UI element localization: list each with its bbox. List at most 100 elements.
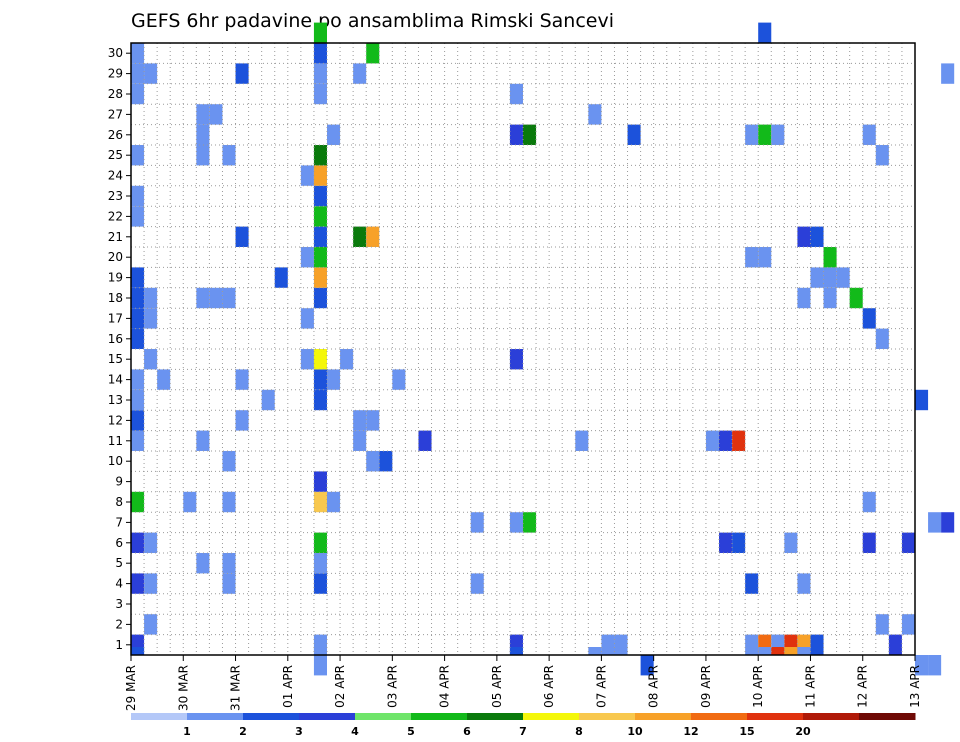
heatmap-cell	[222, 491, 236, 513]
heatmap-cell	[875, 145, 889, 166]
plot-frame	[130, 42, 916, 656]
heatmap-cell	[470, 573, 484, 594]
heatmap-cell	[196, 104, 210, 125]
heatmap-cell	[144, 614, 158, 635]
heatmap-cell	[523, 124, 537, 145]
y-tick-label: 6	[115, 536, 123, 550]
x-tick-label: 07 APR	[594, 665, 608, 708]
heatmap-cell	[823, 247, 837, 268]
x-tick-label: 02 APR	[333, 665, 347, 708]
heatmap-cell	[313, 63, 327, 84]
heatmap-cell	[131, 43, 145, 64]
heatmap-cell	[131, 185, 145, 207]
y-tick-label: 15	[108, 352, 123, 366]
colorbar-label: 4	[351, 725, 359, 738]
heatmap-cell	[928, 655, 942, 676]
heatmap-cell	[313, 471, 327, 492]
y-tick-label: 11	[108, 434, 123, 448]
heatmap-cell	[313, 647, 327, 655]
heatmap-cell	[222, 573, 236, 594]
heatmap-cell	[862, 491, 876, 513]
heatmap-cell	[640, 655, 654, 676]
heatmap-cell	[274, 267, 288, 288]
colorbar-swatch	[579, 713, 636, 720]
x-tick-label: 01 APR	[281, 665, 295, 708]
heatmap-cell	[313, 145, 327, 166]
colorbar-swatch	[355, 713, 412, 720]
heatmap-cell	[313, 206, 327, 227]
heatmap-cell	[366, 43, 380, 64]
heatmap-cell	[235, 369, 249, 390]
heatmap-cell	[849, 287, 863, 309]
heatmap-cell	[131, 206, 145, 227]
heatmap-cell	[313, 83, 327, 105]
x-tick-label: 12 APR	[856, 665, 870, 708]
x-tick-label: 09 APR	[699, 665, 713, 708]
heatmap-cell	[131, 287, 145, 309]
heatmap-grid	[131, 43, 915, 655]
colorbar-swatch	[467, 713, 524, 720]
heatmap-cell	[862, 532, 876, 553]
x-tick-label: 30 MAR	[176, 665, 190, 711]
colorbar-legend: 1 2 3 4 5 6 7 8 10 12 15 20	[131, 713, 916, 738]
heatmap-cell	[875, 614, 889, 635]
heatmap-cell	[771, 647, 785, 655]
heatmap-cell	[131, 83, 145, 105]
colorbar-label: 7	[519, 725, 527, 738]
heatmap-cell	[915, 389, 929, 411]
heatmap-cell	[313, 369, 327, 390]
heatmap-cell	[313, 22, 327, 43]
heatmap-cell	[313, 267, 327, 288]
heatmap-cell	[196, 287, 210, 309]
heatmap-cell	[131, 430, 145, 451]
heatmap-cell	[823, 267, 837, 288]
heatmap-cell	[327, 369, 341, 390]
y-tick-label: 8	[115, 495, 123, 509]
heatmap-cell	[209, 104, 223, 125]
x-tick-label: 29 MAR	[124, 665, 138, 711]
y-tick-label: 27	[108, 107, 123, 121]
colorbar-swatch	[299, 713, 356, 720]
x-tick-label: 08 APR	[647, 665, 661, 708]
x-tick-label: 06 APR	[542, 665, 556, 708]
chart-title: GEFS 6hr padavine po ansamblima Rimski S…	[131, 10, 614, 32]
heatmap-cell	[131, 491, 145, 513]
heatmap-cell	[392, 369, 406, 390]
y-tick-label: 16	[108, 332, 123, 346]
colorbar-swatch	[859, 713, 916, 720]
heatmap-cell	[523, 512, 537, 533]
y-tick-label: 18	[108, 291, 123, 305]
x-tick-label: 11 APR	[803, 665, 817, 708]
colorbar-swatch	[243, 713, 300, 720]
colorbar-swatch	[635, 713, 692, 720]
heatmap-cell	[300, 349, 314, 370]
y-tick-label: 3	[115, 597, 123, 611]
heatmap-cell	[366, 410, 380, 431]
heatmap-cell	[418, 430, 432, 451]
y-tick-label: 25	[108, 148, 123, 162]
colorbar-swatch	[411, 713, 468, 720]
heatmap-cell	[797, 647, 811, 655]
heatmap-cell	[784, 647, 798, 655]
y-tick-label: 22	[108, 209, 123, 223]
heatmap-cell	[745, 247, 759, 268]
heatmap-cell	[313, 165, 327, 186]
heatmap-cell	[797, 573, 811, 594]
y-tick-label: 24	[108, 169, 123, 183]
y-tick-label: 4	[115, 577, 123, 591]
x-tick-label: 31 MAR	[229, 665, 243, 711]
heatmap-cell	[901, 532, 915, 553]
heatmap-cell	[732, 532, 746, 553]
heatmap-cell	[131, 410, 145, 431]
y-tick-label: 21	[108, 230, 123, 244]
heatmap-cell	[719, 430, 733, 451]
heatmap-cell	[131, 389, 145, 411]
heatmap-cell	[758, 22, 772, 43]
x-tick-label: 03 APR	[385, 665, 399, 708]
heatmap-cell	[366, 451, 380, 472]
colorbar-label: 12	[683, 725, 698, 738]
heatmap-cell	[888, 634, 902, 655]
colorbar-swatch	[523, 713, 580, 720]
heatmap-cell	[222, 451, 236, 472]
heatmap-cell	[300, 247, 314, 268]
